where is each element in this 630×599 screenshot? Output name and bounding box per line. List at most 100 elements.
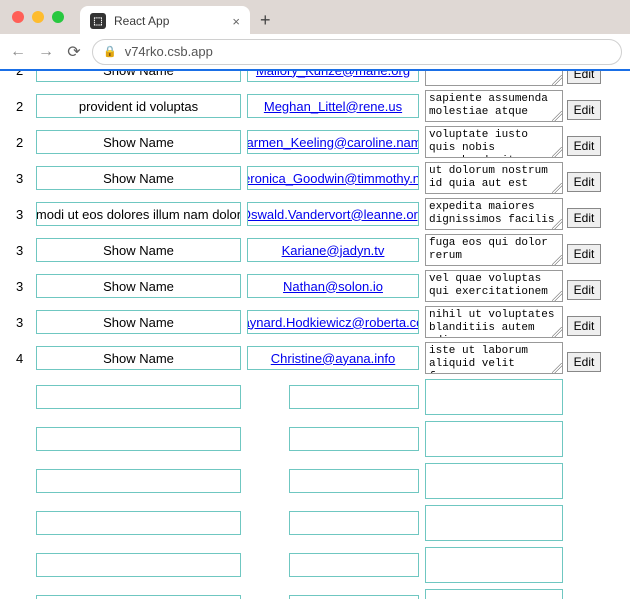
row-name[interactable] (36, 385, 241, 409)
edit-button[interactable]: Edit (567, 280, 601, 300)
page-viewport: 2Show NameMallory_Kunze@marie.orgvelitEd… (0, 70, 630, 599)
row-body-textarea[interactable] (425, 421, 563, 457)
table-row: 3Show Name Veronica_Goodwin@timmothy.net u… (0, 160, 630, 196)
row-name[interactable] (36, 595, 241, 599)
row-name[interactable] (36, 511, 241, 535)
tab-title: React App (114, 14, 169, 28)
tab-close-icon[interactable]: × (232, 14, 240, 29)
row-email[interactable]: Nathan@solon.io (247, 274, 419, 298)
forward-button[interactable]: → (36, 43, 56, 61)
table-row-empty (0, 460, 630, 502)
table-row: 3Show Name Nathan@solon.io vel quae volupt… (0, 268, 630, 304)
row-name[interactable] (36, 469, 241, 493)
edit-button[interactable]: Edit (567, 352, 601, 372)
table-row-empty (0, 376, 630, 418)
row-name[interactable] (36, 553, 241, 577)
window-controls (12, 11, 64, 23)
row-email[interactable]: Veronica_Goodwin@timmothy.net (247, 166, 419, 190)
row-email[interactable] (289, 469, 419, 493)
table-row-empty (0, 586, 630, 599)
row-email[interactable]: Kariane@jadyn.tv (247, 238, 419, 262)
row-body-textarea[interactable]: ut dolorum nostrum id quia aut est (425, 162, 563, 194)
window-maximize[interactable] (52, 11, 64, 23)
email-link[interactable]: Mallory_Kunze@marie.org (256, 70, 410, 78)
table-row-empty (0, 502, 630, 544)
row-id: 3 (4, 310, 30, 334)
row-id: 3 (4, 166, 30, 190)
reload-button[interactable]: ⟳ (64, 42, 84, 62)
row-id: 4 (4, 346, 30, 370)
accent-line (0, 69, 630, 71)
row-body-textarea[interactable]: vel quae voluptas qui exercitationem (425, 270, 563, 302)
table-row: 2 Show Name Mallory_Kunze@marie.org velit Ed… (0, 70, 630, 88)
back-button[interactable]: ← (8, 43, 28, 61)
table-row: 3Show Name Maynard.Hodkiewicz@roberta.com… (0, 304, 630, 340)
row-email[interactable] (289, 385, 419, 409)
row-id: 2 (4, 130, 30, 154)
row-body-textarea[interactable] (425, 589, 563, 599)
row-body-textarea[interactable]: velit (425, 70, 563, 86)
row-body-textarea[interactable]: iste ut laborum aliquid velit facere (425, 342, 563, 374)
row-body-textarea[interactable] (425, 505, 563, 541)
row-email[interactable]: Christine@ayana.info (247, 346, 419, 370)
row-name[interactable]: Show Name (36, 166, 241, 190)
row-name[interactable]: Show Name (36, 346, 241, 370)
url-bar[interactable]: 🔒 v74rko.csb.app (92, 39, 622, 65)
row-email[interactable] (289, 511, 419, 535)
email-link[interactable]: Nathan@solon.io (283, 279, 383, 294)
row-name[interactable]: modi ut eos dolores illum nam dolor (36, 202, 241, 226)
row-id: 2 (4, 70, 30, 82)
row-email[interactable]: Oswald.Vandervort@leanne.org (247, 202, 419, 226)
row-name[interactable]: Show Name (36, 130, 241, 154)
edit-button[interactable]: Edit (567, 316, 601, 336)
data-table: 2Show NameMallory_Kunze@marie.orgvelitEd… (0, 70, 630, 599)
edit-button[interactable]: Edit (567, 136, 601, 156)
row-email[interactable]: Mallory_Kunze@marie.org (247, 70, 419, 82)
row-body-textarea[interactable]: voluptate iusto quis nobis reprehenderit (425, 126, 563, 158)
email-link[interactable]: Christine@ayana.info (271, 351, 395, 366)
row-email[interactable] (289, 553, 419, 577)
row-name[interactable]: Show Name (36, 70, 241, 82)
row-email[interactable]: Meghan_Littel@rene.us (247, 94, 419, 118)
edit-button[interactable]: Edit (567, 70, 601, 84)
row-name[interactable]: Show Name (36, 274, 241, 298)
row-body-textarea[interactable]: expedita maiores dignissimos facilis (425, 198, 563, 230)
row-email[interactable] (289, 427, 419, 451)
table-row-empty (0, 418, 630, 460)
row-body-textarea[interactable] (425, 547, 563, 583)
row-id: 3 (4, 238, 30, 262)
email-link[interactable]: Veronica_Goodwin@timmothy.net (247, 171, 419, 186)
row-name[interactable]: Show Name (36, 310, 241, 334)
titlebar: ⬚ React App × + (0, 0, 630, 34)
row-id: 3 (4, 202, 30, 226)
row-email[interactable]: Maynard.Hodkiewicz@roberta.com (247, 310, 419, 334)
edit-button[interactable]: Edit (567, 100, 601, 120)
edit-button[interactable]: Edit (567, 244, 601, 264)
browser-chrome: ⬚ React App × + ← → ⟳ 🔒 v74rko.csb.app (0, 0, 630, 70)
row-body-textarea[interactable] (425, 463, 563, 499)
row-email[interactable] (289, 595, 419, 599)
row-name[interactable]: Show Name (36, 238, 241, 262)
edit-button[interactable]: Edit (567, 172, 601, 192)
row-id: 3 (4, 274, 30, 298)
edit-button[interactable]: Edit (567, 208, 601, 228)
table-row: 3modi ut eos dolores illum nam dolor Oswa… (0, 196, 630, 232)
window-close[interactable] (12, 11, 24, 23)
email-link[interactable]: Kariane@jadyn.tv (282, 243, 385, 258)
row-body-textarea[interactable]: nihil ut voluptates blanditiis autem odi… (425, 306, 563, 338)
email-link[interactable]: Oswald.Vandervort@leanne.org (247, 207, 419, 222)
row-name[interactable]: provident id voluptas (36, 94, 241, 118)
window-minimize[interactable] (32, 11, 44, 23)
new-tab-button[interactable]: + (260, 10, 271, 31)
email-link[interactable]: Maynard.Hodkiewicz@roberta.com (247, 315, 419, 330)
table-row: 2Show Name Carmen_Keeling@caroline.name vo… (0, 124, 630, 160)
browser-tab[interactable]: ⬚ React App × (80, 6, 250, 36)
row-body-textarea[interactable] (425, 379, 563, 415)
table-row: 2provident id voluptasMeghan_Littel@rene… (0, 88, 630, 124)
row-body-textarea[interactable]: sapiente assumenda molestiae atque (425, 90, 563, 122)
row-name[interactable] (36, 427, 241, 451)
email-link[interactable]: Carmen_Keeling@caroline.name (247, 135, 419, 150)
email-link[interactable]: Meghan_Littel@rene.us (264, 99, 402, 114)
row-email[interactable]: Carmen_Keeling@caroline.name (247, 130, 419, 154)
row-body-textarea[interactable]: fuga eos qui dolor rerum (425, 234, 563, 266)
